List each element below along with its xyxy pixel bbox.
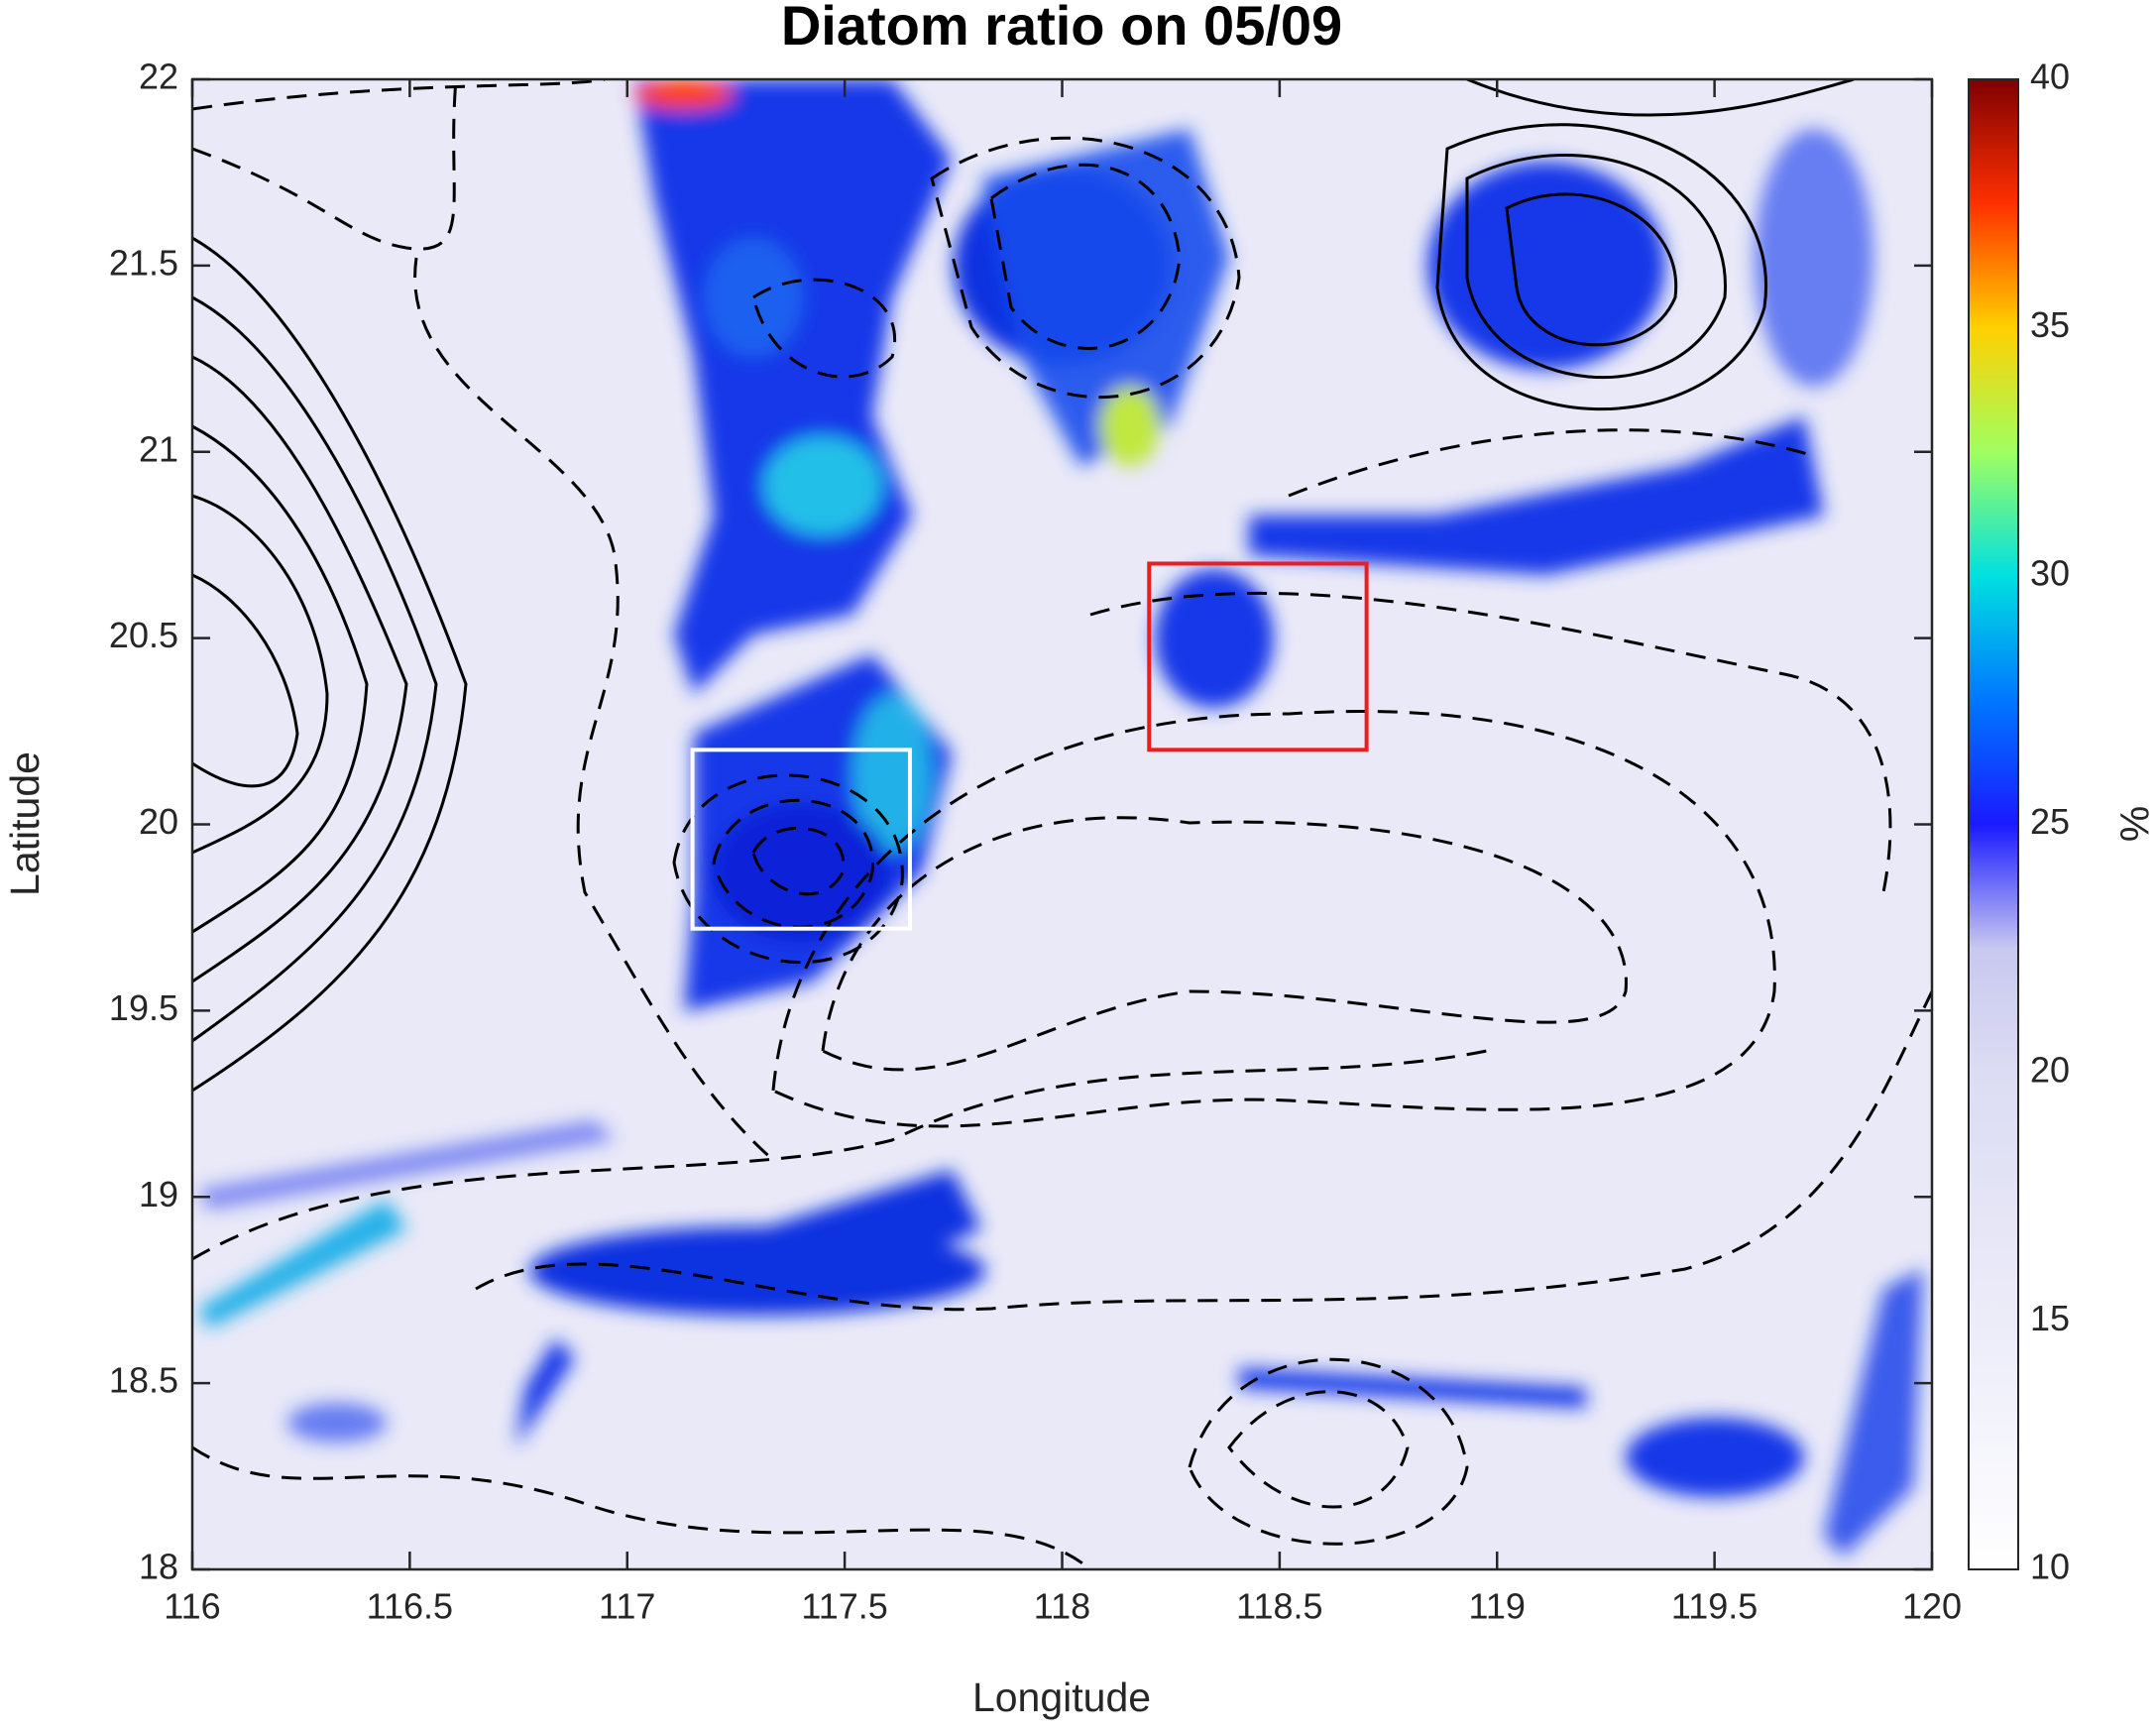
y-tick-label: 22 xyxy=(139,57,178,97)
x-tick-label: 117.5 xyxy=(801,1586,887,1627)
region-box xyxy=(1147,561,1369,752)
y-tick-label: 21 xyxy=(139,428,178,469)
field xyxy=(192,79,1932,1569)
x-tick-label: 117 xyxy=(599,1586,655,1627)
region-box xyxy=(690,748,912,931)
y-axis-label: Latitude xyxy=(2,751,48,896)
colorbar-tick-label: 25 xyxy=(2030,801,2070,842)
colorbar-tick-label: 35 xyxy=(2030,304,2070,345)
x-tick-label: 120 xyxy=(1902,1586,1962,1627)
x-tick-label: 116.5 xyxy=(367,1586,453,1627)
y-tick-label: 20 xyxy=(139,801,178,842)
chart-title: Diatom ratio on 05/09 xyxy=(781,0,1342,57)
colorbar-label: % xyxy=(2111,806,2156,842)
x-tick-label: 116 xyxy=(164,1586,220,1627)
y-tick-label: 20.5 xyxy=(109,615,178,655)
colorbar-tick-label: 30 xyxy=(2030,553,2070,594)
plot-frame xyxy=(190,77,1934,1571)
x-tick-label: 118.5 xyxy=(1236,1586,1322,1627)
colorbar-tick-label: 10 xyxy=(2030,1547,2070,1587)
y-tick-label: 21.5 xyxy=(109,242,178,283)
x-tick-label: 119 xyxy=(1469,1586,1526,1627)
y-tick-label: 19 xyxy=(139,1174,178,1214)
y-tick-label: 18.5 xyxy=(109,1360,178,1401)
y-tick-label: 18 xyxy=(139,1547,178,1587)
x-tick-label: 118 xyxy=(1034,1586,1090,1627)
positive-contours xyxy=(192,79,1855,1093)
colorbar xyxy=(1968,78,2019,1570)
colorbar-tick-label: 20 xyxy=(2030,1050,2070,1091)
contours xyxy=(192,79,1932,1569)
x-axis-label: Longitude xyxy=(972,1674,1151,1720)
y-tick-label: 19.5 xyxy=(109,987,178,1028)
x-tick-label: 119.5 xyxy=(1671,1586,1758,1627)
colorbar-tick-label: 40 xyxy=(2030,57,2070,97)
negative-contours xyxy=(192,79,1932,1569)
colorbar-tick-label: 15 xyxy=(2030,1298,2070,1338)
